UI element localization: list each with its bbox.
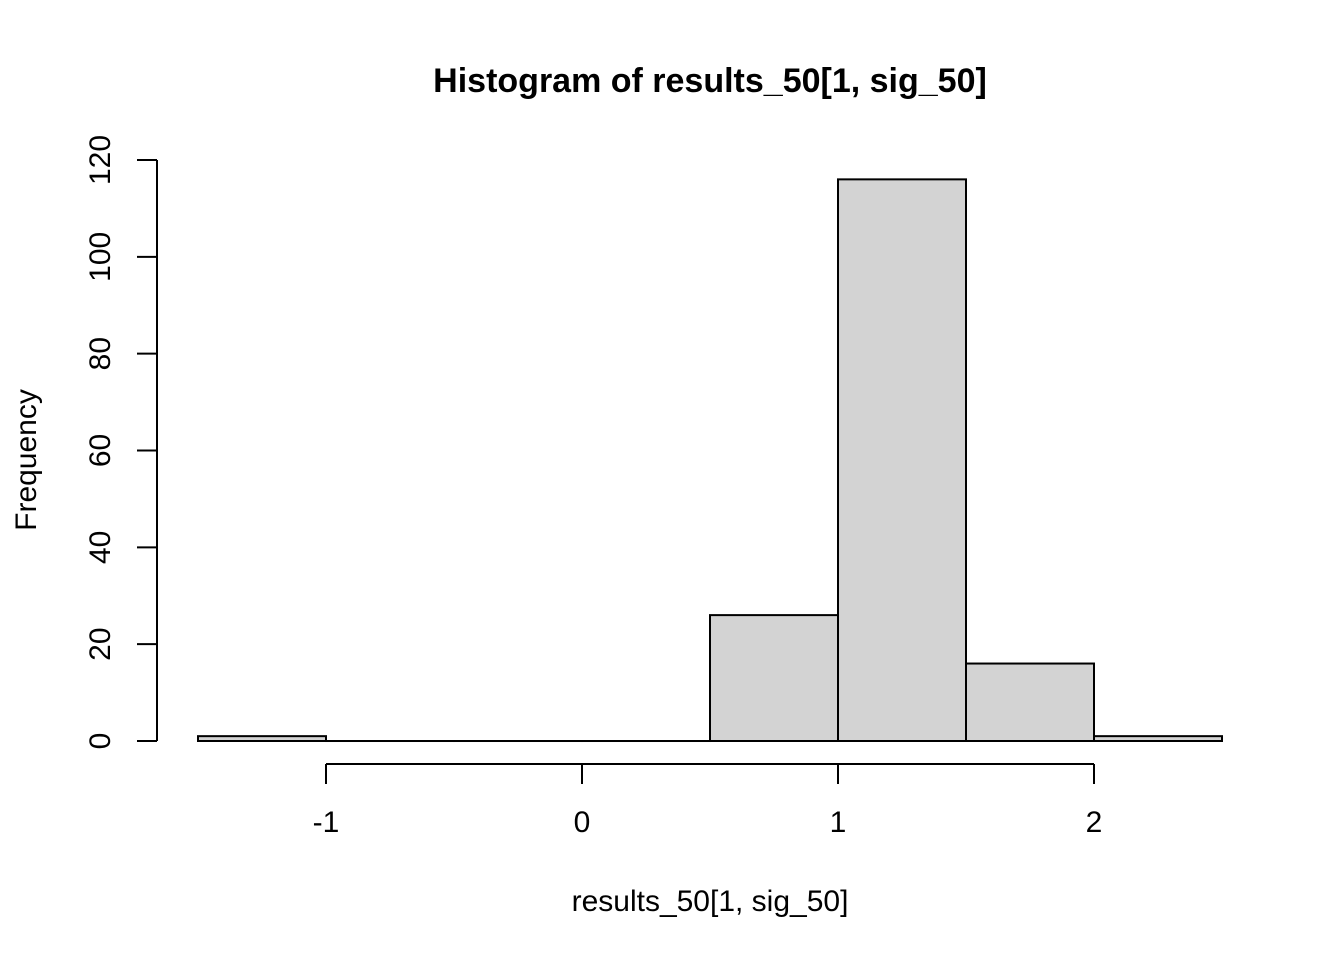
y-axis-label: Frequency [10, 389, 43, 531]
y-tick-label: 80 [84, 337, 117, 370]
y-tick-label: 100 [84, 232, 117, 282]
y-tick-label: 40 [84, 531, 117, 564]
x-tick-label: 2 [1086, 806, 1103, 839]
y-tick-label: 120 [84, 135, 117, 185]
histogram-bar [838, 179, 966, 741]
y-tick-label: 0 [84, 733, 117, 750]
y-axis: 0 20 40 60 80 100 120 [84, 135, 157, 749]
x-axis-label: results_50[1, sig_50] [572, 885, 849, 918]
histogram-bar [198, 736, 326, 741]
histogram-bar [1094, 736, 1222, 741]
y-tick-label: 20 [84, 627, 117, 660]
histogram-bar [966, 664, 1094, 741]
x-axis: -1 0 1 2 [313, 764, 1103, 839]
x-tick-label: -1 [313, 806, 340, 839]
x-tick-label: 1 [830, 806, 847, 839]
x-tick-label: 0 [574, 806, 591, 839]
chart-title: Histogram of results_50[1, sig_50] [433, 62, 987, 100]
histogram-bar [710, 615, 838, 741]
bars-layer [198, 179, 1222, 741]
y-tick-label: 60 [84, 434, 117, 467]
